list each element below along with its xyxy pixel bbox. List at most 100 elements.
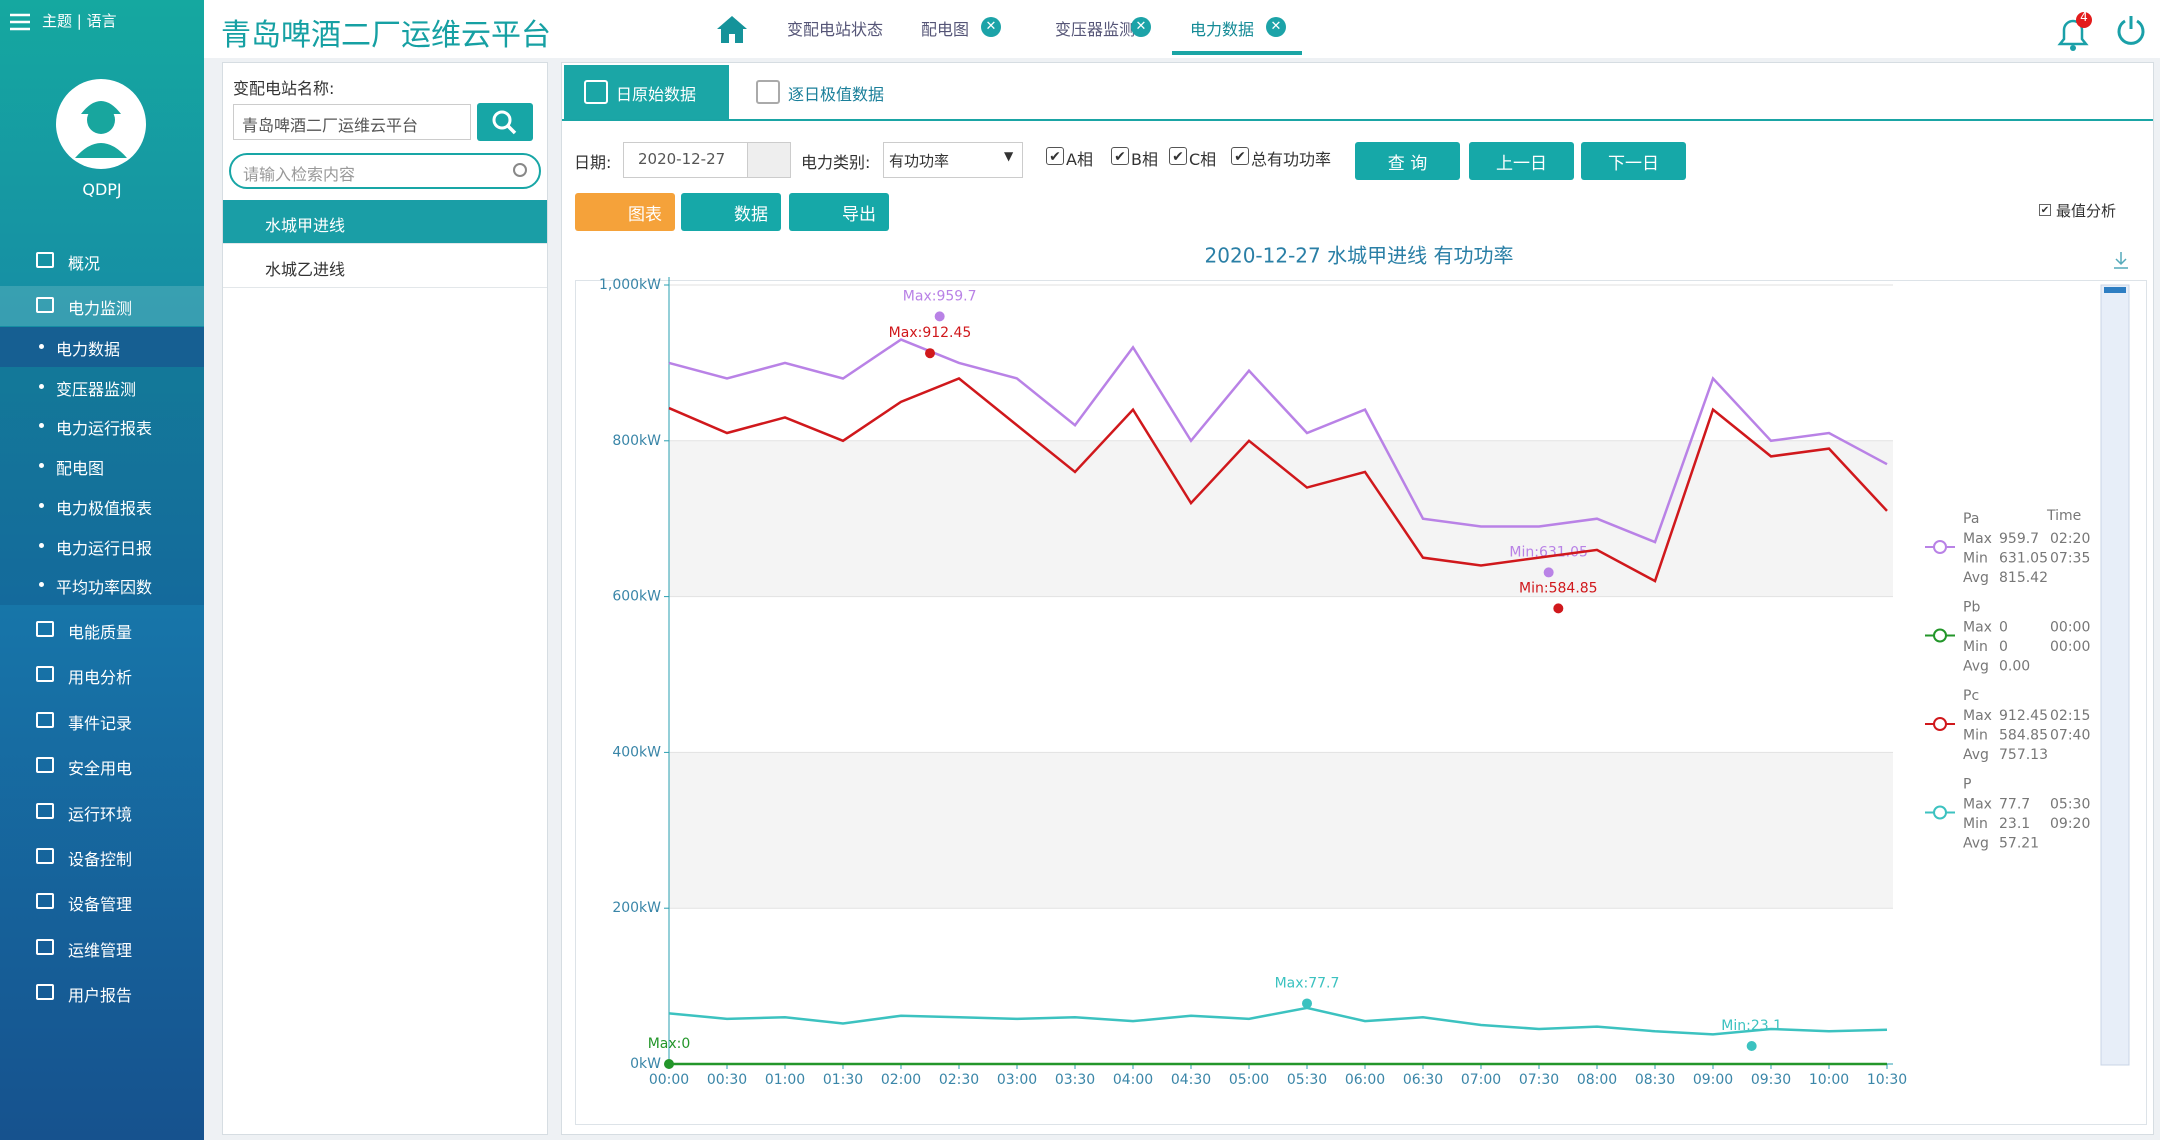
- tab-icon: [756, 80, 780, 104]
- submenu-bg: [0, 327, 204, 605]
- search-icon: [513, 163, 527, 177]
- power-icon[interactable]: [2115, 14, 2147, 46]
- station-label: 变配电站名称:: [233, 79, 335, 98]
- select-arrow: ▼: [1004, 149, 1014, 163]
- btn prev-day-button[interactable]: 上一日: [1469, 142, 1574, 180]
- header: 青岛啤酒二厂运维云平台 4 变配电站状态 配电图 ✕ 变压器监测 ✕ 电力数据 ✕: [204, 0, 2160, 58]
- menu-icon: [36, 938, 54, 955]
- menu-item[interactable]: 安全用电: [0, 746, 204, 786]
- sidebar: 主题 | 语言 QDPJ 概况电力监测电力数据变压器监测电力运行报表 配电图电力极…: [0, 0, 204, 1140]
- avatar: [56, 79, 146, 169]
- menu-icon: [36, 621, 54, 637]
- nav-tab[interactable]: 变配电站状态: [786, 20, 883, 39]
- submenu-item[interactable]: 平均功率因数: [0, 565, 204, 605]
- menu-label: 电力极值报表: [56, 498, 153, 518]
- station-panel: 变配电站名称: 青岛啤酒二厂运维云平台 请输入检索内容 水城甲进线 水城乙进线: [222, 62, 548, 1135]
- menu-item[interactable]: 设备管理: [0, 882, 204, 922]
- submenu-item[interactable]: 变压器监测: [0, 367, 204, 407]
- content-tab[interactable]: 日原始数据: [564, 65, 729, 119]
- submenu-item[interactable]: 配电图: [0, 446, 204, 486]
- menu-item[interactable]: 用户报告: [0, 973, 204, 1013]
- nav-tab[interactable]: 变压器监测: [1054, 20, 1135, 39]
- main-panel: 日原始数据 逐日极值数据 日期: 2020-12-27 电力类别: 有功功率 ▼ ✔ A相 ✔ B相…: [561, 62, 2154, 1135]
- menu-label: 运维管理: [68, 940, 133, 960]
- menu-item[interactable]: 电能质量: [0, 610, 204, 650]
- station-input[interactable]: 青岛啤酒二厂运维云平台: [233, 104, 471, 140]
- submenu-item[interactable]: 电力运行报表: [0, 406, 204, 446]
- calendar-button[interactable]: [747, 142, 791, 178]
- nav-tab[interactable]: 电力数据: [1189, 20, 1254, 39]
- date-label: 日期:: [574, 153, 612, 172]
- station-item[interactable]: 水城甲进线: [223, 200, 547, 244]
- nav-tab[interactable]: 配电图: [920, 20, 969, 39]
- nav-underline: [1172, 51, 1302, 55]
- nav-close[interactable]: ✕: [1266, 17, 1286, 37]
- menu-item[interactable]: 设备控制: [0, 837, 204, 877]
- search-input[interactable]: 请输入检索内容: [229, 153, 541, 189]
- type-label: 电力类别:: [801, 153, 871, 172]
- nav-close[interactable]: ✕: [1131, 17, 1151, 37]
- bullet: [39, 582, 44, 588]
- submenu-item[interactable]: 电力运行日报: [0, 526, 204, 566]
- menu-label: 用户报告: [68, 986, 133, 1006]
- checkbox[interactable]: ✔: [1231, 147, 1249, 165]
- submenu-item[interactable]: 电力数据: [0, 327, 204, 367]
- menu-icon[interactable]: [8, 12, 32, 32]
- menu-icon: [36, 711, 54, 728]
- menu-item[interactable]: 运维管理: [0, 928, 204, 968]
- btn next-day-button[interactable]: 下一日: [1581, 142, 1686, 180]
- menu-icon: [36, 893, 54, 910]
- submenu-item[interactable]: 电力极值报表: [0, 486, 204, 526]
- tab-icon: [584, 80, 608, 104]
- analysis-checkbox[interactable]: ✔: [2039, 204, 2051, 216]
- content-tab[interactable]: 逐日极值数据: [736, 65, 901, 119]
- menu-label: 配电图: [56, 459, 105, 479]
- alert-count: 4: [2080, 10, 2088, 24]
- user-name: QDPJ: [82, 180, 122, 199]
- home-icon[interactable]: [716, 14, 748, 44]
- export-button[interactable]: 导出: [789, 193, 889, 231]
- tab-label: 日原始数据: [616, 85, 697, 104]
- menu-label: 安全用电: [68, 759, 133, 779]
- menu-icon: [36, 984, 54, 1001]
- menu-label: 设备管理: [68, 895, 133, 915]
- bullet: [39, 502, 44, 508]
- bullet: [39, 463, 44, 469]
- menu-label: 电力数据: [56, 340, 121, 359]
- menu-label: 用电分析: [68, 668, 133, 688]
- menu-item[interactable]: 概况: [0, 241, 204, 281]
- checkbox[interactable]: ✔: [1046, 147, 1064, 165]
- menu-icon: [36, 848, 54, 864]
- menu-item[interactable]: 运行环境: [0, 792, 204, 832]
- menu-label[interactable]: 主题 | 语言: [42, 12, 117, 30]
- checkbox-label: 总有功功率: [1251, 150, 1332, 169]
- menu-label: 运行环境: [68, 804, 133, 824]
- app-title: 青岛啤酒二厂运维云平台: [221, 18, 551, 53]
- type-select[interactable]: 有功功率: [883, 142, 1023, 178]
- menu-label: 事件记录: [68, 713, 133, 733]
- bell-icon[interactable]: [2052, 10, 2096, 54]
- bullet: [39, 423, 44, 429]
- menu-item[interactable]: 电力监测: [0, 286, 204, 326]
- checkbox[interactable]: ✔: [1111, 147, 1129, 165]
- menu-item[interactable]: 用电分析: [0, 655, 204, 695]
- menu-label: 概况: [68, 254, 101, 273]
- menu-icon: [36, 757, 54, 774]
- menu-label: 电力运行报表: [56, 419, 153, 439]
- checkbox-label: B相: [1131, 150, 1158, 169]
- chart-view-button[interactable]: 图表: [575, 193, 675, 231]
- menu-icon: [36, 666, 54, 683]
- nav-close[interactable]: ✕: [981, 17, 1001, 37]
- data-view-button[interactable]: 数据: [681, 193, 781, 231]
- menu-label: 设备控制: [68, 850, 133, 869]
- menu-item[interactable]: 事件记录: [0, 701, 204, 741]
- station-search-button[interactable]: [477, 103, 533, 141]
- menu-label: 电力监测: [68, 299, 133, 318]
- bullet: [39, 383, 44, 389]
- menu-icon: [36, 297, 54, 313]
- station-item[interactable]: 水城乙进线: [223, 244, 547, 288]
- btn query-button[interactable]: 查 询: [1355, 142, 1460, 180]
- checkbox-label: C相: [1189, 150, 1217, 169]
- checkbox[interactable]: ✔: [1169, 147, 1187, 165]
